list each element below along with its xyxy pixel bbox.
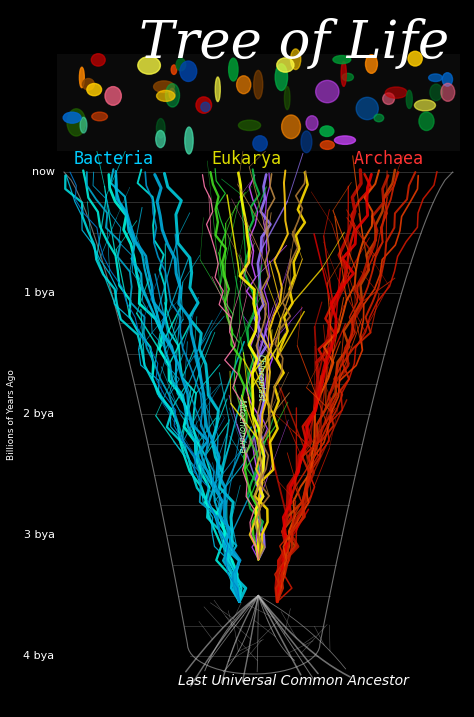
Ellipse shape — [82, 78, 94, 90]
Ellipse shape — [430, 84, 443, 100]
Ellipse shape — [154, 81, 174, 92]
Ellipse shape — [320, 141, 334, 149]
Ellipse shape — [138, 57, 160, 74]
Ellipse shape — [406, 90, 412, 108]
Text: Tree of Life: Tree of Life — [139, 18, 449, 69]
Ellipse shape — [171, 65, 177, 75]
Ellipse shape — [105, 87, 121, 105]
Ellipse shape — [342, 73, 354, 81]
Ellipse shape — [80, 67, 84, 87]
Ellipse shape — [408, 52, 422, 66]
Ellipse shape — [254, 70, 263, 99]
Ellipse shape — [365, 54, 377, 73]
Ellipse shape — [383, 93, 394, 105]
Ellipse shape — [196, 97, 211, 113]
Text: Billions of Years Ago: Billions of Years Ago — [8, 369, 16, 460]
Ellipse shape — [414, 100, 436, 111]
Ellipse shape — [228, 58, 238, 81]
Text: Bacteria: Bacteria — [74, 150, 154, 168]
Ellipse shape — [156, 130, 165, 148]
Ellipse shape — [156, 90, 175, 101]
Ellipse shape — [215, 77, 220, 102]
Ellipse shape — [419, 112, 434, 130]
Ellipse shape — [180, 61, 197, 82]
Ellipse shape — [385, 87, 407, 98]
Ellipse shape — [335, 136, 356, 144]
Ellipse shape — [320, 126, 334, 136]
Text: Archaea: Archaea — [354, 150, 424, 168]
Ellipse shape — [67, 109, 85, 136]
Ellipse shape — [275, 64, 288, 90]
Ellipse shape — [284, 87, 290, 110]
Ellipse shape — [201, 103, 210, 112]
Ellipse shape — [165, 84, 180, 107]
Ellipse shape — [80, 118, 87, 133]
Text: Chloroplast: Chloroplast — [256, 354, 265, 402]
Ellipse shape — [428, 74, 442, 82]
Text: 3 bya: 3 bya — [24, 530, 55, 540]
Ellipse shape — [176, 58, 186, 71]
Text: now: now — [31, 167, 55, 177]
Ellipse shape — [374, 114, 383, 122]
Ellipse shape — [277, 58, 294, 72]
Ellipse shape — [301, 131, 312, 153]
Ellipse shape — [282, 115, 301, 138]
Ellipse shape — [156, 118, 165, 138]
Ellipse shape — [306, 115, 318, 130]
Ellipse shape — [92, 112, 108, 121]
Ellipse shape — [87, 83, 101, 95]
Text: 4 bya: 4 bya — [23, 651, 55, 661]
Ellipse shape — [441, 83, 455, 101]
Ellipse shape — [63, 112, 81, 123]
Ellipse shape — [341, 62, 346, 86]
Ellipse shape — [238, 120, 261, 130]
Ellipse shape — [333, 56, 351, 64]
Ellipse shape — [356, 98, 378, 120]
Ellipse shape — [185, 127, 193, 154]
Text: 2 bya: 2 bya — [23, 409, 55, 419]
Ellipse shape — [169, 88, 175, 99]
Text: Mitochondria: Mitochondria — [237, 399, 246, 453]
Text: Last Universal Common Ancestor: Last Universal Common Ancestor — [178, 674, 410, 688]
Ellipse shape — [291, 49, 301, 70]
FancyBboxPatch shape — [57, 54, 460, 151]
Ellipse shape — [253, 136, 267, 151]
Ellipse shape — [237, 76, 251, 94]
Ellipse shape — [442, 72, 453, 86]
Text: Eukarya: Eukarya — [211, 150, 282, 168]
Text: 1 bya: 1 bya — [24, 288, 55, 298]
Ellipse shape — [91, 54, 105, 66]
Ellipse shape — [316, 80, 339, 103]
